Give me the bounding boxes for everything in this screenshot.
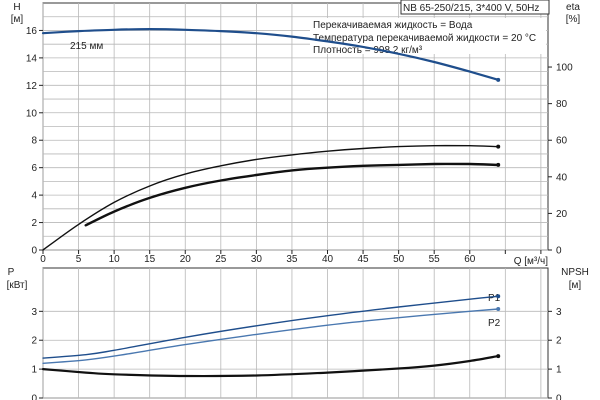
model-box [400,0,550,15]
x-tick-label: 25 [215,254,227,265]
p2-label: P2 [488,318,501,329]
y-left-tick-label: 2 [31,336,37,347]
y-left-tick-label: 14 [26,53,38,64]
info-line-1: Перекачиваемая жидкость = Вода [313,20,473,31]
series-curve-P2 [42,308,499,364]
info-line-3: Плотность = 998.2 кг/м³ [313,45,423,56]
x-tick-label: 40 [322,254,334,265]
curve-layer [41,28,501,378]
y-left-tick-label: 0 [31,394,37,400]
x-tick-label: 10 [109,254,121,265]
eta-axis-label: eta [566,2,580,13]
info-line-2: Температура перекачиваемой жидкости = 20… [313,33,536,44]
p-axis-unit: [кВт] [7,280,28,291]
h-axis-label: H [13,2,20,13]
bottom-panel-frame [42,267,549,399]
p-axis-label: P [8,267,15,278]
x-tick-label: 55 [429,254,441,265]
curve-end-point [496,354,501,359]
curve-end-point [496,162,501,167]
x-tick-label: 5 [76,254,82,265]
y-left-tick-label: 8 [31,136,37,147]
y-right-tick-label: 2 [556,336,562,347]
y-right-tick-label: 20 [556,209,568,220]
y-left-tick-label: 3 [31,307,37,318]
curve-end-point [496,294,501,299]
h-axis-unit: [м] [11,14,24,25]
series-curve-P1 [42,295,499,359]
curve-end-point [496,144,501,149]
y-left-tick-label: 1 [31,365,37,376]
x-tick-label: 0 [40,254,46,265]
curve-end-point [496,307,501,312]
x-tick-label: 15 [144,254,156,265]
x-tick-label: 60 [464,254,476,265]
y-right-tick-label: 80 [556,99,568,110]
x-tick-label: 45 [358,254,370,265]
model-label: NB 65-250/215, 3*400 V, 50Hz [403,3,539,14]
curve-end-point [496,77,501,82]
y-left-tick-label: 6 [31,163,37,174]
y-right-tick-label: 0 [556,246,562,257]
y-right-tick-label: 0 [556,394,562,400]
y-right-tick-label: 60 [556,136,568,147]
y-right-tick-label: 3 [556,307,562,318]
y-left-tick-label: 0 [31,246,37,257]
y-right-tick-label: 100 [556,63,573,74]
y-left-tick-label: 12 [26,81,38,92]
npsh-axis-unit: [м] [569,280,582,291]
y-left-tick-label: 4 [31,191,37,202]
y-left-tick-label: 16 [26,26,38,37]
x-tick-label: 35 [286,254,298,265]
info-box-bg [310,18,546,54]
q-axis-label: Q [м³/ч] [514,256,549,267]
y-left-tick-label: 2 [31,218,37,229]
series-curve-p1-s2 [41,355,500,378]
series-curve-215 мм [41,28,500,81]
tick-layer: 0 5 10 15 20 25 30 35 40 45 50 55 600246810121416020… [26,26,573,400]
grid-layer [42,3,548,399]
y-right-tick-label: 40 [556,172,568,183]
series-curve-p0-s2 [84,162,500,227]
series-curve-p0-s1 [42,144,499,251]
x-tick-label: 20 [180,254,192,265]
npsh-axis-label: NPSH [561,267,589,278]
x-tick-label: 30 [251,254,263,265]
x-tick-label: 50 [393,254,405,265]
impeller-diameter-label: 215 мм [70,41,103,52]
eta-axis-unit: [%] [566,14,581,25]
p1-label: P1 [488,293,501,304]
y-right-tick-label: 1 [556,365,562,376]
y-left-tick-label: 10 [26,108,38,119]
